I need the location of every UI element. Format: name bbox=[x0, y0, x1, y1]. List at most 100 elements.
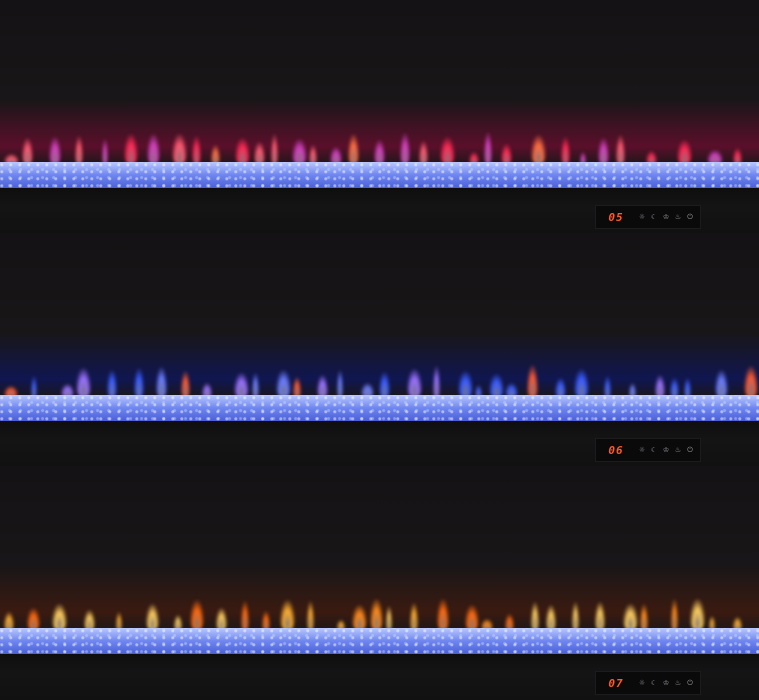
timer-icon[interactable]: ☾ bbox=[650, 213, 658, 221]
control-panel: 05 ☼ ☾ ♔ ♨ ⏻ bbox=[595, 205, 701, 229]
timer-icon[interactable]: ☾ bbox=[650, 446, 658, 454]
flame bbox=[579, 152, 586, 164]
flame bbox=[171, 133, 187, 164]
flame bbox=[210, 144, 220, 164]
brightness-icon[interactable]: ☼ bbox=[638, 213, 646, 221]
flame bbox=[306, 600, 314, 630]
flame bbox=[147, 133, 161, 164]
flame bbox=[26, 607, 41, 630]
flame-icon[interactable]: ♔ bbox=[662, 213, 670, 221]
flame-icon[interactable]: ♔ bbox=[662, 446, 670, 454]
control-panel: 06 ☼ ☾ ♔ ♨ ⏻ bbox=[595, 438, 701, 462]
flame bbox=[437, 598, 449, 630]
brightness-icon[interactable]: ☼ bbox=[638, 446, 646, 454]
flame bbox=[123, 133, 138, 164]
display-digits: 05 bbox=[608, 210, 624, 224]
flame bbox=[671, 598, 678, 630]
flame bbox=[291, 139, 307, 164]
flame bbox=[84, 610, 95, 630]
flame bbox=[360, 382, 375, 397]
flame bbox=[234, 373, 250, 397]
flame bbox=[500, 143, 513, 164]
flame bbox=[531, 134, 547, 164]
flame bbox=[189, 599, 204, 630]
flame bbox=[293, 377, 301, 397]
flame bbox=[134, 367, 145, 397]
fireplace-panel-1: 05 ☼ ☾ ♔ ♨ ⏻ bbox=[0, 0, 759, 233]
trim: 05 ☼ ☾ ♔ ♨ ⏻ bbox=[0, 188, 759, 233]
flame bbox=[616, 134, 625, 164]
flame bbox=[684, 377, 692, 397]
flame bbox=[733, 148, 742, 164]
crystal-bed bbox=[0, 395, 759, 423]
flames bbox=[0, 0, 759, 170]
heater-icon[interactable]: ♨ bbox=[674, 446, 682, 454]
flame bbox=[458, 371, 474, 397]
flame bbox=[275, 370, 292, 397]
flame bbox=[629, 383, 636, 397]
flame bbox=[101, 138, 109, 164]
flame bbox=[191, 135, 201, 164]
flame bbox=[76, 367, 91, 397]
flame bbox=[330, 146, 342, 164]
flame bbox=[640, 604, 648, 630]
flame bbox=[714, 369, 729, 397]
flame bbox=[468, 152, 479, 164]
trim: 06 ☼ ☾ ♔ ♨ ⏻ bbox=[0, 421, 759, 466]
flame bbox=[483, 132, 493, 164]
power-icon[interactable]: ⏻ bbox=[687, 678, 693, 687]
fireplace-panel-3: 07 ☼ ☾ ♔ ♨ ⏻ bbox=[0, 466, 759, 700]
flame bbox=[474, 385, 482, 397]
flame bbox=[373, 140, 385, 164]
control-panel: 07 ☼ ☾ ♔ ♨ ⏻ bbox=[595, 671, 701, 695]
flame bbox=[439, 136, 455, 164]
crystal-bed bbox=[0, 162, 759, 190]
flame bbox=[4, 385, 18, 397]
flame bbox=[594, 601, 605, 630]
flame bbox=[744, 365, 759, 397]
flame bbox=[733, 616, 743, 630]
flame bbox=[379, 372, 390, 397]
flame bbox=[400, 133, 411, 164]
flame bbox=[4, 153, 20, 164]
heater-icon[interactable]: ♨ bbox=[674, 213, 682, 221]
flame bbox=[262, 611, 271, 630]
flame bbox=[21, 137, 34, 164]
flame bbox=[480, 619, 494, 630]
heater-icon[interactable]: ♨ bbox=[674, 679, 682, 687]
display-digits: 07 bbox=[608, 676, 624, 690]
flame bbox=[530, 602, 540, 630]
flame bbox=[505, 614, 514, 630]
flame bbox=[74, 136, 84, 164]
flame bbox=[280, 600, 295, 630]
flame bbox=[271, 134, 278, 164]
flame bbox=[253, 141, 265, 164]
flame bbox=[4, 612, 15, 630]
flame bbox=[145, 604, 159, 630]
flame bbox=[654, 374, 666, 397]
timer-icon[interactable]: ☾ bbox=[650, 679, 658, 687]
flame bbox=[418, 141, 429, 164]
fireplace-panel-2: 06 ☼ ☾ ♔ ♨ ⏻ bbox=[0, 233, 759, 466]
brightness-icon[interactable]: ☼ bbox=[638, 679, 646, 687]
power-icon[interactable]: ⏻ bbox=[687, 445, 693, 454]
flame bbox=[52, 603, 68, 630]
flame bbox=[407, 368, 423, 397]
flame bbox=[670, 377, 680, 397]
flame bbox=[369, 599, 383, 630]
flame bbox=[173, 615, 183, 630]
flame bbox=[234, 137, 250, 164]
flame bbox=[351, 604, 367, 630]
flame bbox=[410, 603, 418, 630]
flame bbox=[571, 602, 579, 630]
flames bbox=[0, 466, 759, 636]
flame bbox=[573, 369, 590, 397]
trim: 07 ☼ ☾ ♔ ♨ ⏻ bbox=[0, 654, 759, 700]
flame-icon[interactable]: ♔ bbox=[662, 679, 670, 687]
flame bbox=[690, 599, 705, 630]
flame bbox=[180, 370, 191, 397]
flame bbox=[385, 606, 392, 630]
flame bbox=[433, 365, 440, 397]
flame bbox=[107, 370, 118, 397]
power-icon[interactable]: ⏻ bbox=[687, 212, 693, 221]
